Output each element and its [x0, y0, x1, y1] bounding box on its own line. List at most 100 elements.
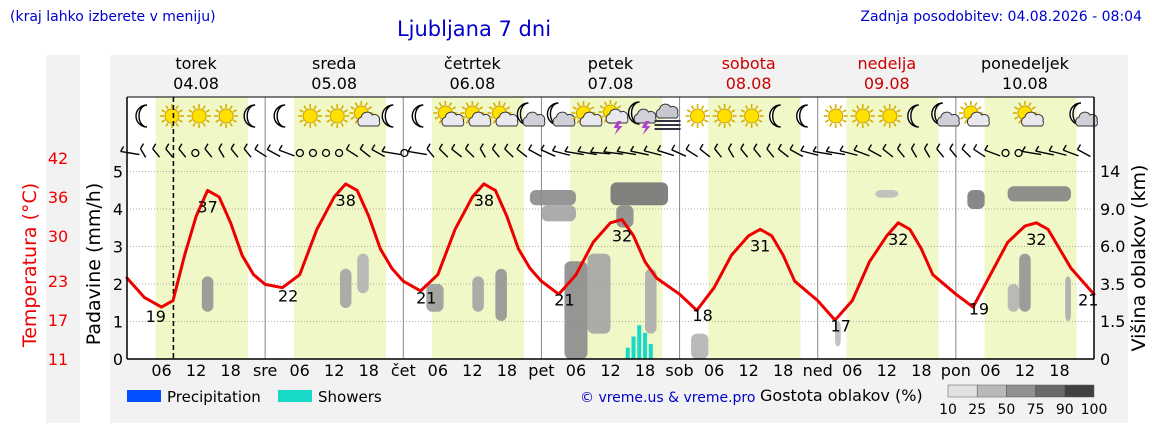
wind-barb-icon — [451, 143, 463, 158]
day-date: 04.08 — [173, 74, 219, 93]
calm-wind-icon — [308, 148, 318, 158]
day-name: sobota — [722, 54, 776, 73]
cloud-blob — [1019, 253, 1031, 312]
day-date: 06.08 — [449, 74, 495, 93]
max-temperature-label: 31 — [750, 236, 770, 255]
x-hour-tick-label: 12 — [877, 361, 897, 380]
night-band — [1076, 97, 1094, 359]
wind-barb-icon — [766, 143, 775, 158]
cloud-blob — [339, 268, 352, 309]
cloud-height-tick-label: 1.5 — [1100, 312, 1125, 331]
night-band — [955, 97, 985, 359]
day-date: 05.08 — [311, 74, 357, 93]
wind-barb-icon — [1062, 144, 1079, 157]
cloud-blob — [357, 253, 369, 294]
sun-icon — [160, 104, 185, 128]
credit-link[interactable]: © vreme.us & vreme.pro — [580, 390, 755, 406]
wind-barb-icon — [278, 144, 295, 157]
x-hour-tick-label: 18 — [911, 361, 931, 380]
day-date: 08.08 — [726, 74, 772, 93]
cloud-blob — [472, 276, 484, 312]
wind-barb-icon — [603, 146, 624, 155]
x-hour-tick-label: 06 — [980, 361, 1000, 380]
day-name: nedelja — [857, 54, 916, 73]
temperature-axis-title: Temperatura (°C) — [19, 183, 41, 348]
wind-barb-icon — [1035, 145, 1054, 156]
temperature-tick-label: 42 — [48, 149, 68, 168]
x-hour-tick-label: 18 — [635, 361, 655, 380]
day-name: petek — [588, 54, 634, 73]
cloud-density-legend-title: Gostota oblakov (%) — [760, 386, 923, 405]
x-hour-tick-label: 06 — [566, 361, 586, 380]
max-temperature-label: 38 — [474, 191, 494, 210]
wind-barb-icon — [740, 143, 749, 158]
day-date: 07.08 — [588, 74, 634, 93]
cloud-blob — [529, 190, 576, 206]
region-hint[interactable]: (kraj lahko izberete v meniju) — [10, 9, 216, 25]
sun-icon — [877, 104, 902, 128]
thunder-icon — [598, 100, 629, 135]
page-title: Ljubljana 7 dni — [397, 17, 551, 41]
temperature-tick-label: 23 — [48, 272, 68, 291]
density-step-label: 25 — [968, 402, 986, 418]
wind-barb-icon — [564, 146, 584, 156]
temperature-tick-label: 17 — [48, 311, 68, 330]
sun-icon — [214, 104, 239, 128]
cloud-blob — [541, 205, 576, 222]
min-temperature-label: 21 — [1078, 291, 1098, 310]
x-hour-tick-label: 06 — [428, 361, 448, 380]
sun-icon — [823, 104, 848, 128]
cloud-height-tick-label: 0 — [1100, 350, 1110, 369]
cloud-blob — [1007, 186, 1071, 202]
daylight-band — [708, 97, 801, 359]
x-hour-tick-label: 06 — [842, 361, 862, 380]
wind-barb-icon — [577, 146, 597, 156]
night-band — [247, 97, 266, 359]
cloud-blob — [616, 205, 634, 228]
cloud-height-axis-title: Višina oblakov (km) — [1128, 165, 1150, 352]
moon-cloud-icon — [931, 102, 960, 127]
sun-cloud-icon — [433, 101, 465, 127]
shower-bar — [631, 336, 636, 359]
cloud-blob — [426, 284, 444, 312]
wind-barb-icon — [800, 145, 819, 156]
x-hour-tick-label: 12 — [324, 361, 344, 380]
x-hour-tick-label: 06 — [704, 361, 724, 380]
cloud-layer — [201, 182, 1071, 359]
calm-wind-icon — [321, 148, 331, 158]
precipitation-tick-label: 0 — [113, 350, 123, 369]
weather-icons-row — [135, 100, 1098, 135]
wind-barb-icon — [504, 143, 514, 158]
wind-barb-icon — [714, 143, 723, 158]
density-swatch — [947, 384, 978, 398]
x-hour-tick-label: 12 — [186, 361, 206, 380]
density-step-label: 100 — [1081, 402, 1108, 418]
cloud-blob — [587, 253, 611, 334]
wind-barb-icon — [629, 145, 649, 156]
night-band — [524, 97, 542, 359]
wind-barb-icon — [984, 144, 1001, 157]
fog-icon — [654, 103, 681, 130]
density-step-label: 90 — [1056, 402, 1074, 418]
calm-wind-icon — [1001, 148, 1010, 158]
wind-barb-icon — [853, 144, 870, 157]
x-hour-tick-label: 06 — [289, 361, 309, 380]
day-name: četrtek — [444, 54, 502, 73]
sun-cloud-icon — [349, 101, 381, 127]
wind-barb-icon — [1021, 146, 1042, 156]
sun-cloud-icon — [958, 101, 990, 127]
x-hour-tick-label: 18 — [1049, 361, 1069, 380]
last-updated: Zadnja posodobitev: 04.08.2026 - 08:04 — [860, 9, 1142, 25]
x-hour-tick-label: 12 — [738, 361, 758, 380]
precipitation-tick-label: 5 — [113, 163, 123, 182]
night-band — [127, 97, 156, 359]
wind-barb-icon — [1076, 144, 1091, 158]
wind-barb-icon — [973, 143, 986, 158]
cloud-blob — [1007, 284, 1020, 312]
wind-barb-icon — [218, 143, 225, 158]
night-band — [938, 97, 956, 359]
precipitation-legend-label: Precipitation — [167, 388, 261, 406]
daylight-band — [984, 97, 1077, 359]
